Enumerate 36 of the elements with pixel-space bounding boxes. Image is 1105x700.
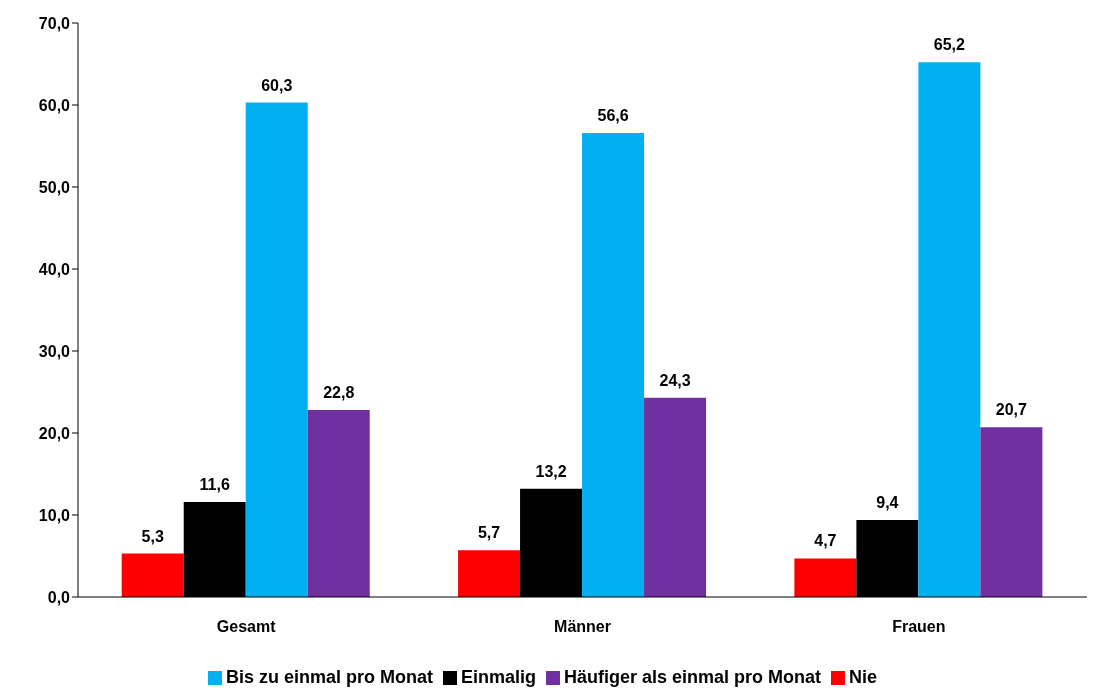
- data-label: 9,4: [876, 493, 899, 511]
- bar: [644, 397, 707, 597]
- data-label: 65,2: [933, 36, 966, 54]
- y-tick-label: 60,0: [38, 96, 71, 114]
- data-label: 60,3: [261, 76, 293, 94]
- bar: [307, 410, 370, 597]
- data-label: 4,7: [814, 532, 837, 550]
- data-label: 24,3: [659, 371, 691, 389]
- y-tick-label: 70,0: [38, 14, 71, 32]
- bar: [918, 62, 981, 597]
- data-label: 11,6: [199, 475, 230, 493]
- data-label: 5,3: [141, 527, 164, 545]
- x-tick-label: Gesamt: [216, 618, 277, 636]
- y-tick-label: 0,0: [47, 588, 71, 606]
- legend-label: Einmalig: [460, 667, 536, 687]
- legend-label: Bis zu einmal pro Monat: [225, 667, 433, 687]
- data-label: 56,6: [597, 106, 629, 124]
- y-tick-label: 50,0: [38, 178, 71, 196]
- bar: [245, 102, 308, 597]
- bar: [794, 558, 857, 597]
- y-tick-label: 10,0: [38, 506, 71, 524]
- data-label: 22,8: [323, 384, 355, 402]
- y-tick-label: 20,0: [38, 424, 71, 442]
- legend-label: Häufiger als einmal pro Monat: [563, 667, 822, 687]
- data-label: 5,7: [477, 524, 501, 542]
- x-tick-label: Frauen: [892, 618, 946, 636]
- y-tick-label: 30,0: [38, 342, 71, 360]
- bar: [458, 550, 521, 597]
- y-tick-label: 40,0: [38, 260, 71, 278]
- bar: [121, 553, 184, 597]
- bar: [582, 132, 645, 597]
- legend-label: Nie: [849, 667, 878, 687]
- data-label: 20,7: [995, 401, 1028, 419]
- x-tick-label: Männer: [554, 618, 611, 636]
- data-label: 13,2: [535, 462, 567, 480]
- bar: [980, 427, 1043, 597]
